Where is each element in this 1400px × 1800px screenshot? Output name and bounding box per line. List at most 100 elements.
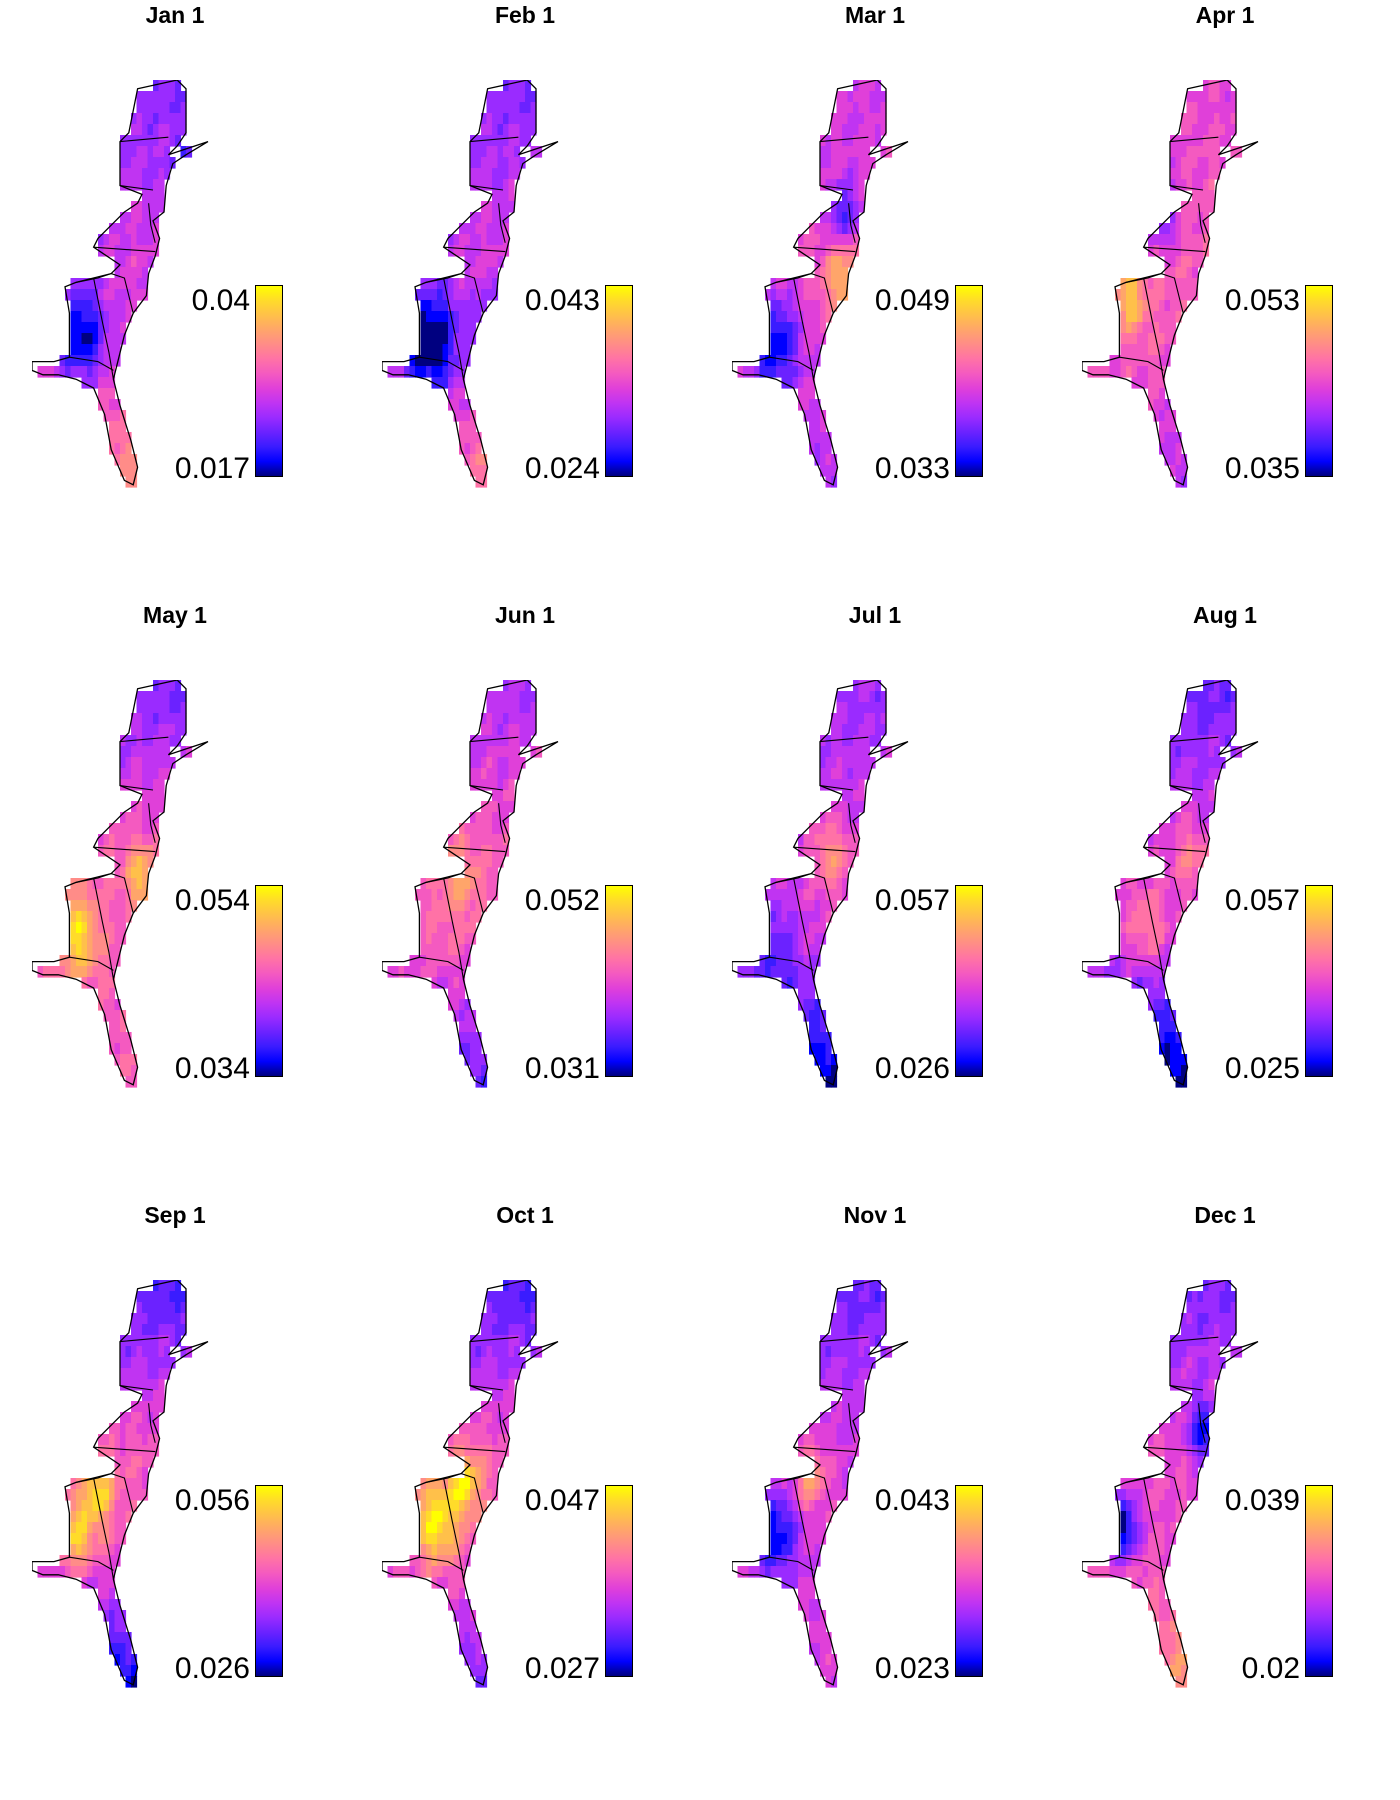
- legend-colorbar: [1305, 285, 1333, 477]
- map-cell: [142, 713, 149, 725]
- map-cell: [120, 889, 127, 901]
- map-cell: [1164, 867, 1171, 879]
- map-cell: [1175, 443, 1182, 455]
- map-cell: [114, 256, 121, 268]
- map-cell: [98, 300, 105, 312]
- map-cell: [103, 1599, 110, 1611]
- map-cell: [131, 1054, 138, 1066]
- map-cell: [1214, 102, 1221, 114]
- map-cell: [453, 322, 460, 334]
- map-cell: [420, 311, 427, 323]
- map-cell: [1208, 680, 1215, 692]
- map-cell: [1225, 1302, 1232, 1314]
- map-cell: [442, 377, 449, 389]
- map-cell: [475, 157, 482, 169]
- map-cell: [508, 680, 515, 692]
- map-cell: [514, 680, 521, 692]
- map-cell: [1137, 278, 1144, 290]
- map-cell: [525, 691, 532, 703]
- map-cell: [1153, 845, 1160, 857]
- map-cell: [120, 1043, 127, 1055]
- map-cell: [836, 179, 843, 191]
- map-cell: [1186, 256, 1193, 268]
- map-cell: [120, 1054, 127, 1066]
- map-cell: [519, 124, 526, 136]
- map-cell: [1186, 1346, 1193, 1358]
- map-cell: [426, 1544, 433, 1556]
- map-cell: [820, 443, 827, 455]
- map-cell: [508, 746, 515, 758]
- map-cell: [514, 1280, 521, 1292]
- map-cell: [158, 1302, 165, 1314]
- map-cell: [1148, 388, 1155, 400]
- map-cell: [1131, 1511, 1138, 1523]
- map-cell: [514, 80, 521, 92]
- map-cell: [426, 1522, 433, 1534]
- map-cell: [65, 1555, 72, 1567]
- map-cell: [886, 1346, 893, 1358]
- map-cell: [1137, 1566, 1144, 1578]
- map-cell: [825, 1467, 832, 1479]
- map-cell: [420, 1544, 427, 1556]
- map-cell: [448, 1489, 455, 1501]
- map-cell: [180, 713, 187, 725]
- map-cell: [147, 735, 154, 747]
- map-cell: [109, 1478, 116, 1490]
- map-cell: [814, 410, 821, 422]
- map-cell: [486, 278, 493, 290]
- map-cell: [770, 300, 777, 312]
- map-cell: [814, 999, 821, 1011]
- map-cell: [1148, 977, 1155, 989]
- map-cell: [1186, 691, 1193, 703]
- map-cell: [475, 223, 482, 235]
- state-border: [425, 873, 484, 914]
- map-cell: [131, 845, 138, 857]
- map-cell: [1142, 1533, 1149, 1545]
- map-cell: [136, 823, 143, 835]
- map-cell: [125, 179, 132, 191]
- map-cell: [1164, 1643, 1171, 1655]
- map-cell: [131, 454, 138, 466]
- map-cell: [776, 333, 783, 345]
- map-cell: [1192, 1456, 1199, 1468]
- map-cell: [820, 1346, 827, 1358]
- map-cell: [1181, 1456, 1188, 1468]
- map-cell: [825, 1511, 832, 1523]
- map-cell: [114, 845, 121, 857]
- map-cell: [1170, 454, 1177, 466]
- map-cell: [1175, 179, 1182, 191]
- map-cell: [814, 443, 821, 455]
- map-cell: [836, 146, 843, 158]
- map-cell: [76, 278, 83, 290]
- map-cell: [1192, 801, 1199, 813]
- map-cell: [142, 1302, 149, 1314]
- map-cell: [836, 724, 843, 736]
- map-cell: [481, 1445, 488, 1457]
- map-panel: May 1 0.054 0.034: [0, 600, 350, 1200]
- map-cell: [76, 289, 83, 301]
- map-cell: [98, 1555, 105, 1567]
- map-cell: [814, 834, 821, 846]
- map-cell: [1131, 1522, 1138, 1534]
- map-cell: [87, 300, 94, 312]
- map-cell: [481, 1434, 488, 1446]
- map-cell: [481, 267, 488, 279]
- map-cell: [76, 1566, 83, 1578]
- map-cell: [781, 922, 788, 934]
- map-cell: [1197, 179, 1204, 191]
- map-cell: [98, 845, 105, 857]
- map-cell: [869, 80, 876, 92]
- map-cell: [842, 1368, 849, 1380]
- map-cell: [842, 1434, 849, 1446]
- map-cell: [1148, 234, 1155, 246]
- map-cell: [497, 1357, 504, 1369]
- map-cell: [470, 1346, 477, 1358]
- map-cell: [1175, 1445, 1182, 1457]
- map-cell: [1203, 1379, 1210, 1391]
- map-cell: [1208, 190, 1215, 202]
- map-cell: [426, 1500, 433, 1512]
- map-cell: [853, 779, 860, 791]
- map-cell: [1120, 344, 1127, 356]
- map-cell: [1159, 300, 1166, 312]
- map-cell: [87, 1544, 94, 1556]
